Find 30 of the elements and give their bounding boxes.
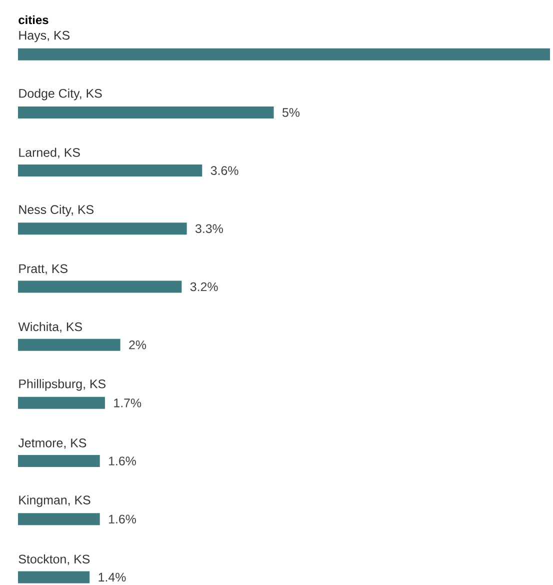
y-tick-label: Wichita, KS: [18, 322, 82, 333]
data-label: 3.3%: [195, 224, 223, 234]
y-tick-label: Stockton, KS: [18, 554, 90, 565]
data-label: 1.4%: [98, 572, 126, 582]
y-tick-label: Larned, KS: [19, 148, 80, 158]
bar: [18, 571, 90, 584]
data-label: 2%: [129, 340, 146, 350]
bar: [18, 455, 100, 468]
bar: [18, 396, 105, 409]
y-tick-label: Phillipsburg, KS: [19, 379, 106, 391]
bar: [18, 222, 187, 235]
y-tick-label: Ness City, KS: [19, 204, 94, 216]
y-tick-label: Jetmore, KS: [18, 438, 86, 449]
bar: [18, 338, 120, 351]
bar: [18, 280, 182, 293]
y-tick-label: Kingman, KS: [19, 495, 90, 507]
y-tick-label: Pratt, KS: [19, 264, 68, 275]
y-tick-label: Hays, KS: [19, 30, 70, 42]
bar: [18, 164, 202, 177]
data-label: 5%: [282, 108, 300, 117]
bar: [18, 513, 100, 526]
data-label: 3.2%: [190, 282, 218, 292]
text: cities: [18, 15, 48, 24]
data-label: 1.6%: [109, 456, 136, 466]
data-label: 1.7%: [114, 398, 142, 408]
y-tick-label: Dodge City, KS: [19, 88, 102, 100]
bar: [18, 48, 550, 60]
bar: [18, 106, 274, 118]
data-label: 3.6%: [210, 166, 238, 175]
data-label: 1.6%: [109, 514, 136, 524]
